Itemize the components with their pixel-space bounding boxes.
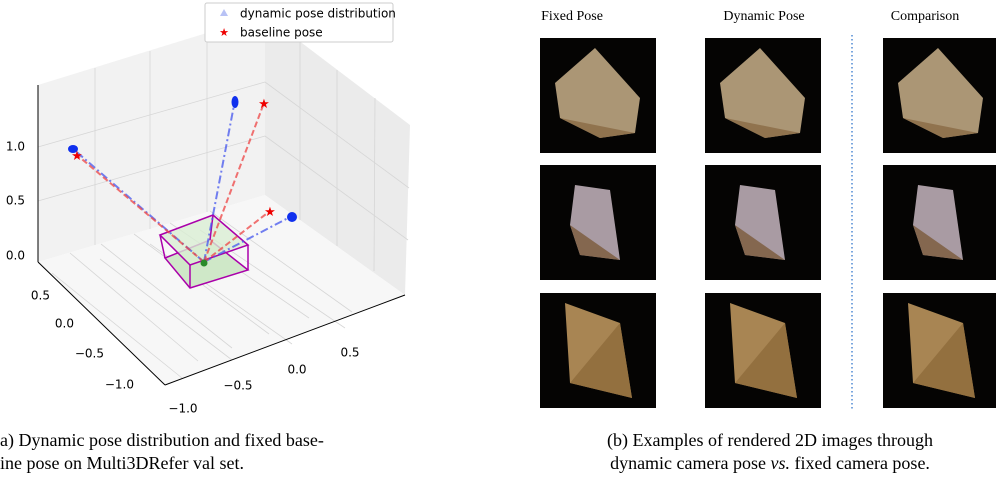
svg-text:★: ★: [71, 149, 83, 164]
caption-part: vs.: [771, 453, 791, 473]
caption-part: fixed camera pose.: [790, 453, 930, 473]
legend-label: baseline pose: [240, 26, 323, 40]
z-tick-label: 0.0: [6, 249, 25, 263]
x-tick-label: 0.5: [31, 289, 50, 303]
x-tick-label: 0.0: [55, 317, 74, 331]
caption: dynamic camera pose vs. fixed camera pos…: [610, 453, 930, 473]
y-tick-label: 0.0: [287, 363, 306, 377]
center-point: [201, 260, 208, 267]
x-tick-label: −1.0: [105, 378, 134, 392]
z-tick-label: 1.0: [6, 140, 25, 154]
legend-marker: ★: [219, 26, 229, 39]
caption-part: dynamic camera pose: [610, 453, 770, 473]
figure: ★ ★ ★ ★ dynamic pose distribution baseline …: [0, 0, 996, 484]
column-header: Fixed Pose: [541, 9, 603, 24]
y-tick-label: −0.5: [223, 379, 252, 393]
caption: ine pose on Multi3DRefer val set.: [0, 453, 244, 473]
legend-label: dynamic pose distribution: [240, 7, 396, 21]
x-tick-label: −0.5: [75, 347, 104, 361]
axes-3d: ★ ★ ★: [38, 15, 410, 385]
svg-text:★: ★: [264, 205, 276, 220]
image-grid: [540, 38, 996, 408]
z-tick-label: 0.5: [6, 194, 25, 208]
svg-text:★: ★: [258, 97, 270, 112]
column-header: Comparison: [891, 9, 959, 24]
y-tick-label: −1.0: [168, 402, 197, 416]
y-tick-label: 0.5: [340, 346, 359, 360]
caption: a) Dynamic pose distribution and fixed b…: [0, 430, 324, 451]
caption: (b) Examples of rendered 2D images throu…: [607, 430, 933, 451]
column-header: Dynamic Pose: [723, 9, 804, 24]
page: ★ ★ ★ ★ dynamic pose distribution baseline …: [0, 0, 996, 484]
